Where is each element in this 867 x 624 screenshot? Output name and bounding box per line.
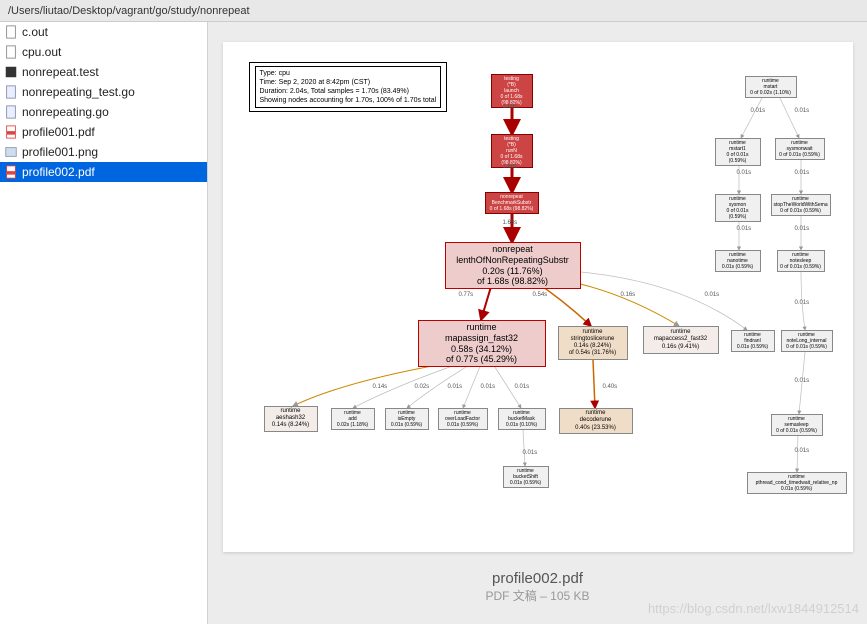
- file-name: profile002.pdf: [22, 165, 95, 179]
- edge-label: 0.01s: [795, 108, 810, 114]
- edge-label: 0.40s: [603, 384, 618, 390]
- edge-label: 0.01s: [448, 384, 463, 390]
- graph-node-r6: runtimenanotime0.01s (0.59%): [715, 250, 761, 272]
- preview-pane[interactable]: Type: cpu Time: Sep 2, 2020 at 8:42pm (C…: [208, 22, 867, 624]
- file-item-nonrepeating_test.go[interactable]: nonrepeating_test.go: [0, 82, 207, 102]
- edge-label: 0.01s: [705, 292, 720, 298]
- graph-node-r8: runtimefindranl0.01s (0.59%): [731, 330, 775, 352]
- edge-label: 0.16s: [621, 292, 636, 298]
- graph-node-n6: runtimestringtoslicerune0.14s (8.24%)of …: [558, 326, 628, 360]
- graph-node-n1: testing(*B)launch0 of 1.68s (98.82%): [491, 74, 533, 108]
- file-item-cpu.out[interactable]: cpu.out: [0, 42, 207, 62]
- file-name: nonrepeating.go: [22, 105, 109, 119]
- edge-label: 0.01s: [515, 384, 530, 390]
- graph-node-r1: runtimemstart0 of 0.02s (1.10%): [745, 76, 797, 98]
- file-icon: [4, 85, 18, 99]
- graph-node-n3: nonrepeatBenchmarkSubstr0 of 1.68s (98.8…: [485, 192, 539, 214]
- file-item-profile001.png[interactable]: profile001.png: [0, 142, 207, 162]
- edge-label: 0.01s: [795, 378, 810, 384]
- file-icon: [4, 65, 18, 79]
- file-icon: [4, 45, 18, 59]
- graph-node-n13: runtimedecoderune0.40s (23.53%): [559, 408, 633, 434]
- graph-node-r9: runtimenoteLong_internal0 of 0.01s (0.59…: [781, 330, 833, 352]
- edge-label: 0.01s: [737, 170, 752, 176]
- file-name: profile001.png: [22, 145, 98, 159]
- file-icon: [4, 165, 18, 179]
- file-name: profile001.pdf: [22, 125, 95, 139]
- edge-label: 0.01s: [795, 170, 810, 176]
- file-icon: [4, 125, 18, 139]
- edge-label: 1.68s: [503, 220, 518, 226]
- graph-node-n12: runtimebucketMask0.01s (0.10%): [498, 408, 546, 430]
- graph-node-r2: runtimemstart10 of 0.01s (0.59%): [715, 138, 761, 166]
- file-item-profile002.pdf[interactable]: profile002.pdf: [0, 162, 207, 182]
- edge-label: 0.02s: [415, 384, 430, 390]
- file-icon: [4, 25, 18, 39]
- edge-label: 0.01s: [481, 384, 496, 390]
- path-text: /Users/liutao/Desktop/vagrant/go/study/n…: [8, 5, 250, 17]
- edge-label: 0.01s: [737, 226, 752, 232]
- edge-label: 0.01s: [795, 300, 810, 306]
- graph-node-n8: runtimeaeshash320.14s (8.24%): [264, 406, 318, 432]
- graph-node-n10: runtimeisEmpty0.01s (0.59%): [385, 408, 429, 430]
- graph-node-n5: runtimemapassign_fast320.58s (34.12%)of …: [418, 320, 546, 367]
- file-item-c.out[interactable]: c.out: [0, 22, 207, 42]
- edge-label: 1.68s: [503, 104, 518, 110]
- graph-node-r4: runtimesysmon0 of 0.01s (0.59%): [715, 194, 761, 222]
- pdf-subtitle: PDF 文稿 – 105 KB: [485, 587, 589, 604]
- graph-node-r3: runtimesysmonwait0 of 0.01s (0.59%): [775, 138, 825, 160]
- graph-node-r7: runtimenotesleep0 of 0.01s (0.59%): [777, 250, 825, 272]
- file-icon: [4, 105, 18, 119]
- main-area: c.out cpu.out nonrepeat.test nonrepeating_t…: [0, 22, 867, 624]
- file-name: nonrepeating_test.go: [22, 85, 135, 99]
- file-item-nonrepeat.test[interactable]: nonrepeat.test: [0, 62, 207, 82]
- file-item-profile001.pdf[interactable]: profile001.pdf: [0, 122, 207, 142]
- edge-label: 0.01s: [751, 108, 766, 114]
- file-name: nonrepeat.test: [22, 65, 99, 79]
- file-icon: [4, 145, 18, 159]
- graph-node-n11: runtimeoverLoadFactor0.01s (0.59%): [438, 408, 488, 430]
- file-item-nonrepeating.go[interactable]: nonrepeating.go: [0, 102, 207, 122]
- graph-node-n7: runtimemapaccess2_fast320.16s (9.41%): [643, 326, 719, 354]
- info-box: Type: cpu Time: Sep 2, 2020 at 8:42pm (C…: [249, 62, 448, 112]
- graph-node-n4: nonrepeatlenthOfNonRepeatingSubstr0.20s …: [445, 242, 581, 289]
- pdf-title: profile002.pdf: [492, 570, 583, 587]
- pdf-page: Type: cpu Time: Sep 2, 2020 at 8:42pm (C…: [223, 42, 853, 552]
- graph-node-n2: testing(*B)runN0 of 1.68s (98.82%): [491, 134, 533, 168]
- edge-label: 1.68s: [503, 164, 518, 170]
- file-sidebar[interactable]: c.out cpu.out nonrepeat.test nonrepeating_t…: [0, 22, 208, 624]
- file-name: c.out: [22, 25, 48, 39]
- file-name: cpu.out: [22, 45, 61, 59]
- window-titlebar: /Users/liutao/Desktop/vagrant/go/study/n…: [0, 0, 867, 22]
- edge-label: 0.01s: [795, 448, 810, 454]
- edge-label: 0.01s: [795, 226, 810, 232]
- graph-node-r5: runtimestopTheWorldWithSema0 of 0.01s (0…: [771, 194, 831, 216]
- edge-label: 0.01s: [523, 450, 538, 456]
- graph-node-n14: runtimebucketShift0.01s (0.59%): [503, 466, 549, 488]
- edge-label: 0.77s: [459, 292, 474, 298]
- graph-node-r10: runtimesemasleep0 of 0.01s (0.59%): [771, 414, 823, 436]
- watermark: https://blog.csdn.net/lxw1844912514: [648, 601, 859, 616]
- edge-label: 0.54s: [533, 292, 548, 298]
- edge-label: 0.14s: [373, 384, 388, 390]
- graph-node-r11: runtimepthread_cond_timedwait_relative_n…: [747, 472, 847, 494]
- graph-node-n9: runtimeadd0.02s (1.18%): [331, 408, 375, 430]
